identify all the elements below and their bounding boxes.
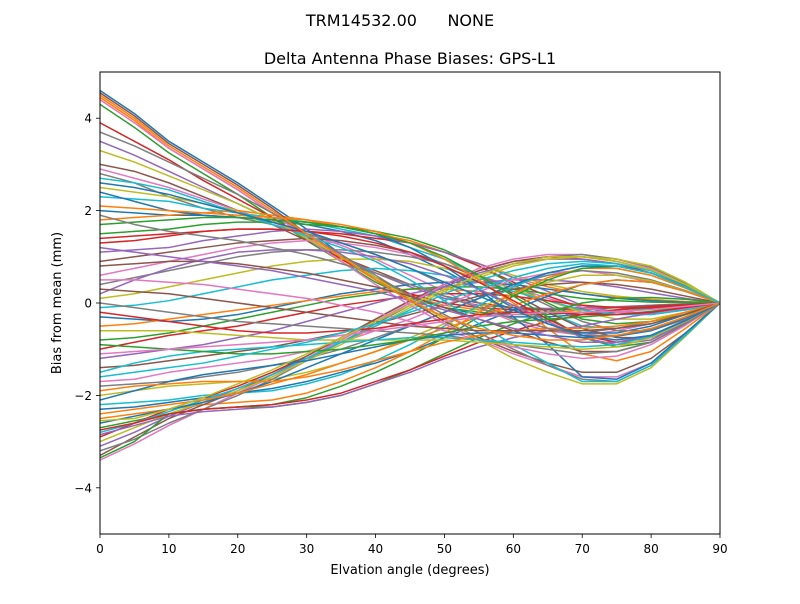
series-group [100, 89, 720, 461]
y-axis: −4 −2 0 2 4 [74, 112, 100, 495]
y-tick-label: −2 [74, 389, 92, 403]
x-tick-label: 30 [299, 542, 314, 556]
series-line-18 [100, 249, 720, 332]
x-tick-label: 50 [437, 542, 452, 556]
series-line-69 [100, 256, 720, 422]
plot-area [99, 71, 721, 535]
x-tick-label: 60 [506, 542, 521, 556]
x-tick-label: 0 [96, 542, 104, 556]
series-line-5 [100, 140, 720, 310]
series-line-58 [100, 302, 720, 355]
x-tick-label: 40 [368, 542, 383, 556]
x-tick-label: 20 [230, 542, 245, 556]
series-line-45 [100, 302, 720, 436]
x-axis: 0 10 20 30 40 50 60 70 80 90 [96, 534, 728, 556]
series-line-44 [100, 302, 720, 431]
series-line-67 [100, 302, 720, 355]
series-line-57 [100, 279, 720, 360]
series-line-26 [100, 281, 720, 369]
series-line-13 [100, 221, 720, 325]
series-line-64 [100, 302, 720, 334]
series-line-50 [100, 177, 720, 383]
y-tick-label: 2 [84, 204, 92, 218]
series-line-17 [100, 239, 720, 313]
series-line-72 [100, 94, 720, 341]
y-tick-label: 0 [84, 297, 92, 311]
figure-suptitle: TRM14532.00 NONE [305, 11, 494, 30]
y-axis-label: Bias from mean (mm) [50, 232, 65, 374]
series-line-70 [100, 262, 720, 378]
x-axis-label: Elvation angle (degrees) [330, 563, 489, 578]
series-line-71 [100, 182, 720, 341]
y-tick-label: −4 [74, 481, 92, 495]
x-tick-label: 70 [575, 542, 590, 556]
x-tick-label: 80 [643, 542, 658, 556]
series-line-25 [100, 279, 720, 360]
series-line-49 [100, 149, 720, 385]
series-line-51 [100, 191, 720, 380]
x-tick-label: 10 [161, 542, 176, 556]
chart-title: Delta Antenna Phase Biases: GPS-L1 [264, 49, 556, 68]
y-tick-label: 4 [84, 112, 92, 126]
series-line-62 [100, 302, 720, 392]
x-tick-label: 90 [712, 542, 727, 556]
